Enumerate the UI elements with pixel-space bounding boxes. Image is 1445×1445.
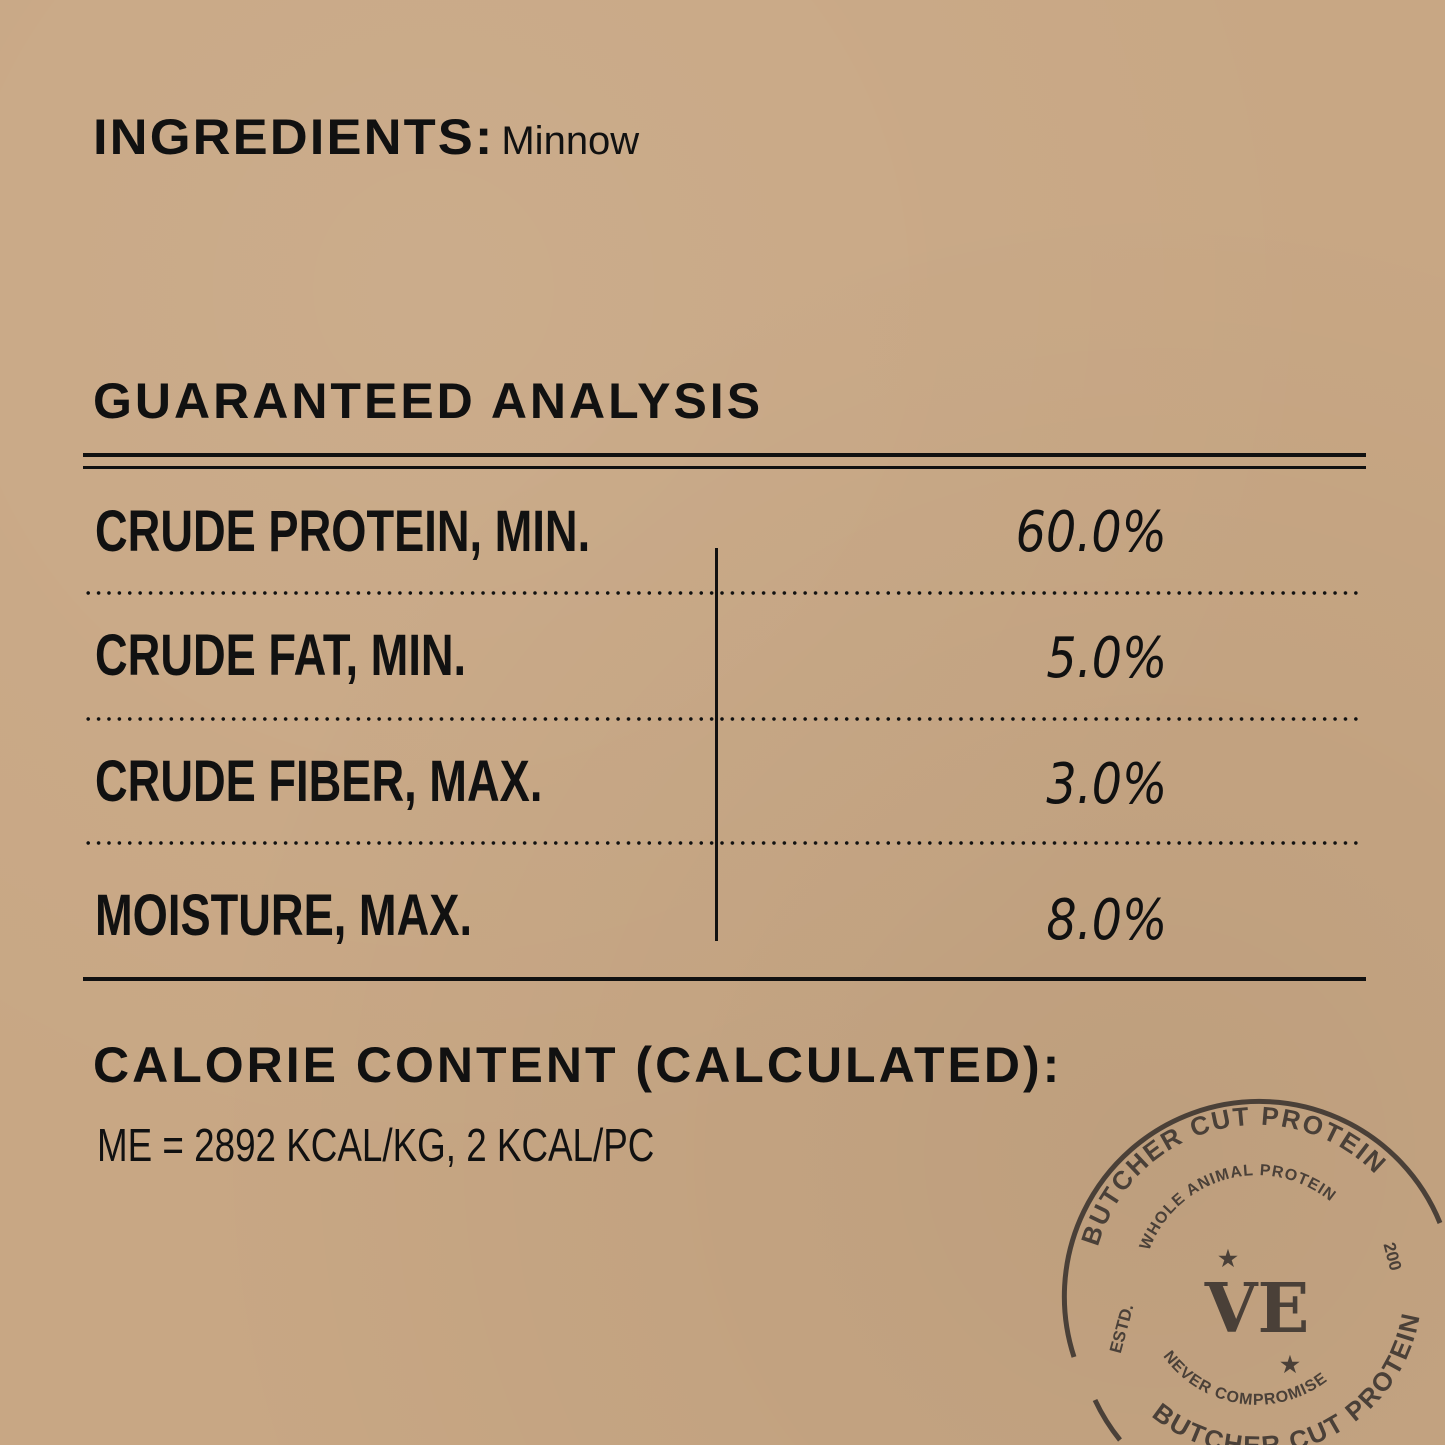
row-value-moisture: 8.0%: [1046, 888, 1167, 953]
dotted-divider: [83, 717, 1363, 721]
dotted-divider: [83, 591, 1363, 595]
row-label-moisture: MOISTURE, MAX.: [95, 883, 473, 948]
stamp-logo-ve: VE: [1204, 1269, 1310, 1349]
ingredients-label: INGREDIENTS:: [93, 109, 495, 165]
star-icon: ★: [1280, 1352, 1300, 1377]
column-divider: [715, 548, 718, 941]
calorie-value: ME = 2892 KCAL/KG, 2 KCAL/PC: [97, 1119, 655, 1171]
row-label-protein: CRUDE PROTEIN, MIN.: [95, 499, 591, 564]
row-label-fiber: CRUDE FIBER, MAX.: [95, 749, 543, 814]
stamp-year: 200: [1379, 1240, 1405, 1272]
guaranteed-analysis-title: GUARANTEED ANALYSIS: [93, 373, 764, 429]
top-rule-thin: [83, 466, 1366, 469]
row-value-fat: 5.0%: [1046, 626, 1167, 691]
ingredients-line: INGREDIENTS: Minnow: [93, 108, 639, 166]
stamp-estd: ESTD.: [1106, 1302, 1137, 1355]
stamp-inner-bottom-text: NEVER COMPROMISE: [1160, 1348, 1331, 1409]
ingredients-value: Minnow: [501, 119, 640, 163]
row-label-fat: CRUDE FAT, MIN.: [95, 623, 467, 688]
bottom-rule: [83, 977, 1366, 981]
dotted-divider: [83, 841, 1363, 845]
stamp-ring-top: [1061, 1098, 1443, 1358]
row-value-fiber: 3.0%: [1046, 752, 1167, 817]
butcher-cut-stamp-logo: BUTCHER CUT PROTEIN WHOLE ANIMAL PROTEIN…: [1061, 1098, 1443, 1445]
row-value-protein: 60.0%: [1015, 500, 1167, 565]
stamp-ring-bottom: [1092, 1398, 1122, 1442]
stamp-inner-top-text: WHOLE ANIMAL PROTEIN: [1137, 1162, 1339, 1253]
calorie-title: CALORIE CONTENT (CALCULATED):: [93, 1037, 1063, 1093]
top-rule: [83, 453, 1366, 457]
star-icon: ★: [1218, 1246, 1238, 1271]
